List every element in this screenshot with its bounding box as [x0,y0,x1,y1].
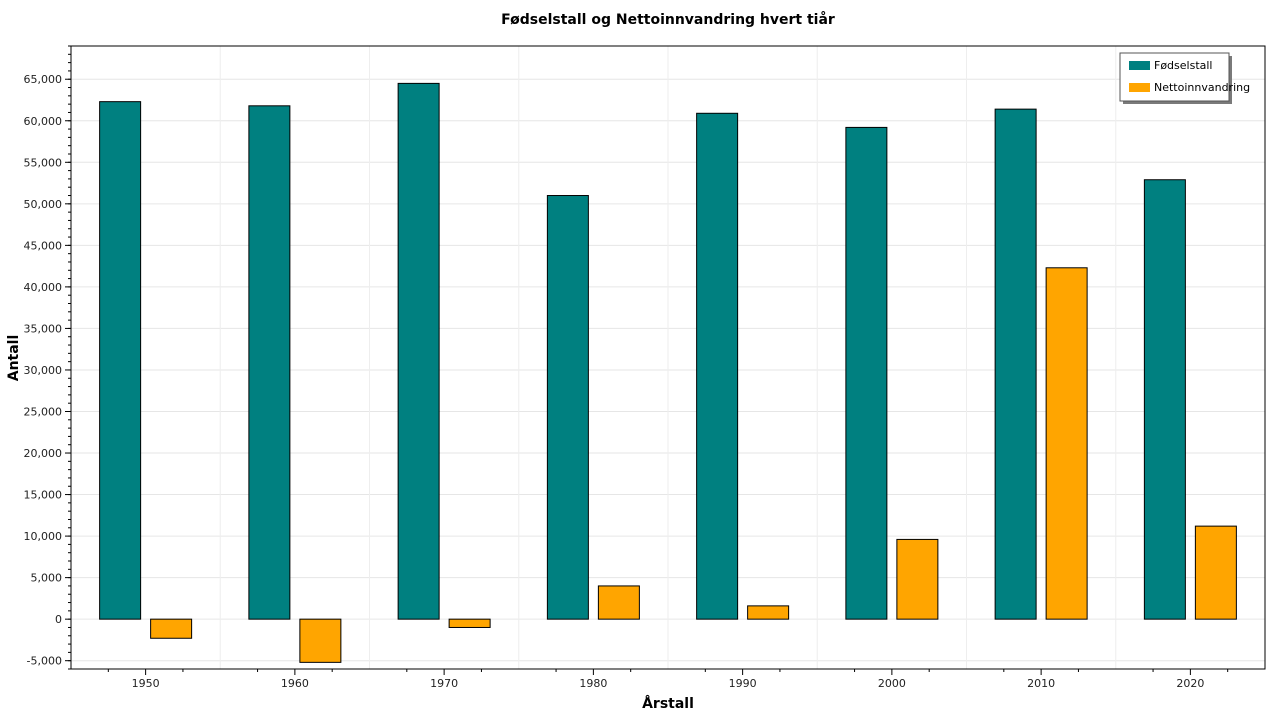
x-tick-label: 2000 [878,677,906,690]
bar-fodselstall-2010 [994,108,1037,620]
legend-swatch-fodselstall [1129,61,1150,70]
x-tick-label: 2020 [1176,677,1204,690]
bar-nettoinnvandring-1980 [597,585,640,620]
y-tick-label: 10,000 [24,530,63,543]
bar-nettoinnvandring-2020 [1194,525,1237,620]
y-tick-label: 0 [55,613,62,626]
y-axis-label: Antall [6,335,22,382]
x-tick-label: 1950 [132,677,160,690]
y-tick-label: 15,000 [24,489,63,502]
bar-fodselstall-2000 [845,126,888,620]
x-axis-ticks: 1950 1960 1970 1980 1990 2000 2010 2020 [107,669,1229,690]
x-tick-label: 2010 [1027,677,1055,690]
legend-label-nettoinnvandring: Nettoinnvandring [1154,81,1250,94]
x-tick-label: 1960 [281,677,309,690]
bar-fodselstall-1960 [248,105,291,620]
y-tick-label: 20,000 [24,447,63,460]
y-tick-label: 40,000 [24,281,63,294]
y-tick-label: 5,000 [31,572,63,585]
bar-nettoinnvandring-2000 [896,538,939,620]
x-tick-label: 1990 [729,677,757,690]
x-tick-label: 1980 [579,677,607,690]
y-tick-label: 50,000 [24,198,63,211]
bar-nettoinnvandring-1960 [299,618,342,663]
legend-label-fodselstall: Fødselstall [1154,59,1213,72]
legend-swatch-nettoinnvandring [1129,83,1150,92]
y-tick-label: 55,000 [24,156,63,169]
y-tick-label: 45,000 [24,239,63,252]
bar-nettoinnvandring-1970 [448,618,491,628]
bar-fodselstall-1990 [696,112,739,620]
bar-fodselstall-2020 [1143,179,1186,620]
y-tick-label: -5,000 [27,655,62,668]
bar-fodselstall-1980 [546,195,589,620]
chart-title: Fødselstall og Nettoinnvandring hvert ti… [501,11,835,28]
axes [70,45,1266,670]
y-tick-label: 25,000 [24,405,63,418]
y-tick-label: 65,000 [24,73,63,86]
bar-nettoinnvandring-1990 [747,605,790,620]
legend: Fødselstall Nettoinnvandring [1119,52,1250,104]
y-tick-label: 30,000 [24,364,63,377]
bar-fodselstall-1950 [99,101,142,620]
y-tick-label: 35,000 [24,322,63,335]
bar-nettoinnvandring-2010 [1045,267,1088,620]
plot-frame [70,45,1266,670]
bar-nettoinnvandring-1950 [150,618,193,639]
y-axis-ticks: -5,000 0 5,000 10,000 15,000 20,000 25,000 30,0… [24,45,71,670]
bars [99,82,1237,663]
x-tick-label: 1970 [430,677,458,690]
x-axis-label: Årstall [642,695,694,712]
bar-fodselstall-1970 [397,82,440,620]
y-tick-label: 60,000 [24,115,63,128]
